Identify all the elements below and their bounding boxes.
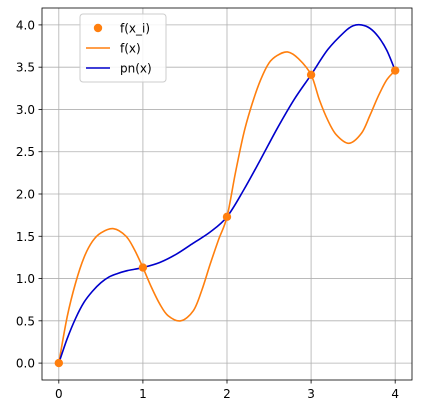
x-tick-label: 2 bbox=[223, 387, 231, 401]
legend-label: f(x_i) bbox=[120, 22, 150, 36]
legend-marker bbox=[93, 23, 103, 33]
y-tick-label: 3.5 bbox=[16, 61, 35, 75]
y-tick-label: 0.5 bbox=[16, 314, 35, 328]
data-point bbox=[390, 66, 400, 75]
y-tick-label: 1.5 bbox=[16, 230, 35, 244]
grid-lines bbox=[42, 8, 412, 380]
y-tick-label: 2.5 bbox=[16, 145, 35, 159]
y-tick-label: 1.0 bbox=[16, 272, 35, 286]
series-layer bbox=[54, 23, 400, 368]
data-point bbox=[222, 212, 232, 222]
series-line-pn-x- bbox=[58, 23, 396, 364]
data-point bbox=[306, 70, 316, 79]
legend: f(x_i) f(x) pn(x) bbox=[79, 13, 167, 83]
y-tick-label: 0.0 bbox=[16, 357, 35, 371]
x-tick-label: 4 bbox=[391, 387, 399, 401]
y-tick-label: 4.0 bbox=[16, 18, 35, 32]
data-point bbox=[54, 358, 64, 368]
data-point bbox=[138, 263, 148, 272]
axes: 0 1 2 3 4 0.0 0.5 1.0 1.5 2.0 2.5 3.0 3.5 4.0 bbox=[16, 7, 413, 401]
y-tick-label: 3.0 bbox=[16, 103, 35, 117]
legend-box bbox=[79, 13, 167, 83]
legend-label: pn(x) bbox=[120, 62, 152, 76]
y-tick-label: 2.0 bbox=[16, 188, 35, 202]
legend-label: f(x) bbox=[120, 42, 141, 56]
x-tick-label: 3 bbox=[307, 387, 315, 401]
x-tick-label: 1 bbox=[139, 387, 147, 401]
x-tick-label: 0 bbox=[55, 387, 63, 401]
